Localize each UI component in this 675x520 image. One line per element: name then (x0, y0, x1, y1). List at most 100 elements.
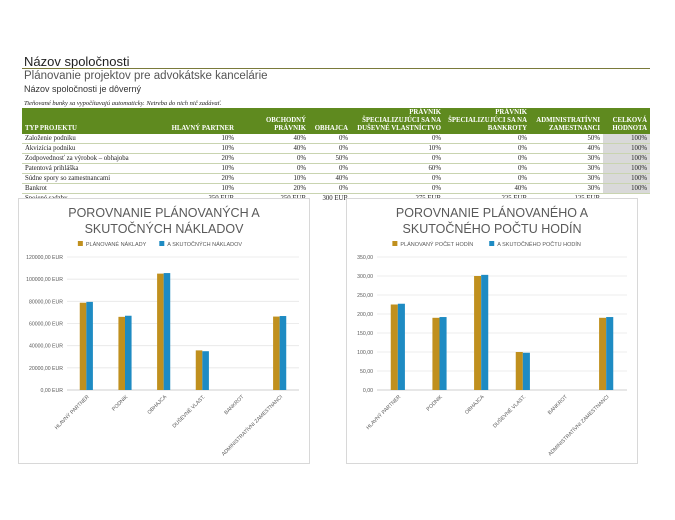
table-cell[interactable]: 0% (444, 163, 530, 175)
table-cell[interactable]: 10% (167, 134, 237, 145)
bar[interactable] (432, 317, 440, 390)
table-cell[interactable]: 30% (530, 173, 603, 185)
x-tick-label: ADMINISTRATÍVNI ZAMESTNANCI (220, 393, 284, 457)
table-row: Bankrot 10% 20% 0% 0% 40% 30% 100% (22, 183, 650, 195)
table-cell[interactable]: Akvizícia podniku (22, 143, 167, 155)
table-cell[interactable]: 40% (309, 173, 351, 185)
table-cell[interactable]: 0% (309, 143, 351, 155)
bar[interactable] (195, 350, 203, 390)
table-cell[interactable]: 0% (444, 134, 530, 145)
table-cell[interactable]: 0% (309, 134, 351, 145)
table-cell[interactable]: 50% (309, 153, 351, 165)
total-cell: 100% (603, 134, 650, 145)
projects-table: TYP PROJEKTU HLAVNÝ PARTNER OBCHODNÝ PRÁ… (22, 108, 650, 203)
table-cell[interactable]: Založenie podniku (22, 134, 167, 145)
table-header-row: TYP PROJEKTU HLAVNÝ PARTNER OBCHODNÝ PRÁ… (22, 108, 650, 134)
y-tick-label: 120000,00 EUR (26, 255, 63, 261)
table-cell[interactable]: 0% (309, 163, 351, 175)
y-tick-label: 100,00 (357, 350, 373, 356)
bar[interactable] (390, 304, 398, 391)
table-cell[interactable]: 10% (167, 163, 237, 175)
table-cell[interactable]: Zodpovednosť za výrobok – obhajoba (22, 153, 167, 165)
legend-label: PLÁNOVANÉ NÁKLADY (86, 241, 147, 248)
header-senior-partner: HLAVNÝ PARTNER (167, 108, 237, 134)
chart-title: SKUTOČNÝCH NÁKLADOV (85, 221, 244, 236)
table-cell[interactable]: 10% (167, 143, 237, 155)
table-cell[interactable]: 0% (351, 134, 444, 145)
table-cell[interactable]: 10% (237, 173, 309, 185)
bar[interactable] (474, 276, 482, 390)
title-rule (22, 68, 650, 69)
table-cell[interactable]: Patentová prihláška (22, 163, 167, 175)
bar[interactable] (397, 303, 405, 390)
table-cell[interactable]: 40% (237, 143, 309, 155)
chart-title: SKUTOČNÉHO POČTU HODÍN (403, 221, 582, 236)
y-tick-label: 350,00 (357, 255, 373, 261)
legend-swatch (489, 241, 495, 246)
y-tick-label: 40000,00 EUR (29, 344, 63, 350)
chart-title: POROVNANIE PLÁNOVANÉHO A (396, 205, 589, 220)
table-cell[interactable]: 0% (351, 183, 444, 195)
y-tick-label: 100000,00 EUR (26, 277, 63, 283)
table-cell[interactable]: 0% (237, 163, 309, 175)
bar[interactable] (606, 317, 614, 390)
header-total-value: CELKOVÁ HODNOTA (603, 108, 650, 134)
confidential-note: Názov spoločnosti je dôverný (24, 84, 142, 94)
bar[interactable] (273, 316, 280, 390)
bar[interactable] (163, 273, 171, 390)
table-cell[interactable]: 20% (167, 153, 237, 165)
bar[interactable] (157, 273, 164, 390)
table-cell[interactable]: Bankrot (22, 183, 167, 195)
total-cell: 100% (603, 153, 650, 165)
x-tick-label: BANKROT (223, 394, 246, 417)
table-cell[interactable]: 30% (530, 183, 603, 195)
x-tick-label: DUŠEVNÉ VLAST. (491, 393, 527, 429)
table-cell[interactable]: 0% (444, 143, 530, 155)
subtitle: Plánovanie projektov pre advokátske kanc… (24, 70, 268, 82)
legend-label: A SKUTOČNÉHO POČTU HODÍN (497, 241, 581, 248)
table-cell[interactable]: 0% (444, 153, 530, 165)
bar[interactable] (202, 351, 209, 390)
bar[interactable] (125, 315, 132, 390)
y-tick-label: 300,00 (357, 274, 373, 280)
bar[interactable] (118, 316, 125, 390)
total-cell: 100% (603, 143, 650, 155)
table-cell[interactable]: 40% (237, 134, 309, 145)
bar[interactable] (481, 274, 489, 390)
table-row: Akvizícia podniku 10% 40% 0% 10% 0% 40% … (22, 143, 650, 155)
table-cell[interactable]: 20% (237, 183, 309, 195)
company-name: Názov spoločnosti (24, 54, 130, 69)
bar[interactable] (439, 317, 447, 390)
y-tick-label: 200,00 (357, 312, 373, 318)
table-row: Patentová prihláška 10% 0% 0% 60% 0% 30%… (22, 163, 650, 175)
table-cell[interactable]: 60% (351, 163, 444, 175)
rate-cell[interactable]: 300 EUR (322, 195, 349, 203)
table-cell[interactable]: 20% (167, 173, 237, 185)
table-cell[interactable]: Súdne spory so zamestnancami (22, 173, 167, 185)
table-cell[interactable]: 50% (530, 134, 603, 145)
table-cell[interactable]: 10% (167, 183, 237, 195)
table-cell[interactable]: 0% (351, 153, 444, 165)
table-cell[interactable]: 0% (351, 173, 444, 185)
hours-chart[interactable]: POROVNANIE PLÁNOVANÉHO A SKUTOČNÉHO POČTU… (346, 198, 638, 464)
header-bankruptcy-lawyer: PRÁVNIK ŠPECIALIZUJÚCI SA NA BANKROTY (444, 108, 530, 134)
legend-swatch (159, 241, 165, 246)
cost-chart[interactable]: POROVNANIE PLÁNOVANÝCH A SKUTOČNÝCH NÁKLA… (18, 198, 310, 464)
bar[interactable] (599, 317, 607, 390)
bar[interactable] (79, 302, 87, 390)
table-cell[interactable]: 0% (444, 173, 530, 185)
bar[interactable] (279, 316, 287, 390)
table-cell[interactable]: 40% (444, 183, 530, 195)
table-cell[interactable]: 30% (530, 163, 603, 175)
table-cell[interactable]: 40% (530, 143, 603, 155)
table-cell[interactable]: 10% (351, 143, 444, 155)
bar[interactable] (515, 352, 523, 390)
bar[interactable] (522, 352, 530, 390)
table-cell[interactable]: 30% (530, 153, 603, 165)
bar[interactable] (86, 301, 93, 390)
table-cell[interactable]: 0% (237, 153, 309, 165)
table-row: Súdne spory so zamestnancami 20% 10% 40%… (22, 173, 650, 185)
table-cell[interactable]: 0% (309, 183, 351, 195)
